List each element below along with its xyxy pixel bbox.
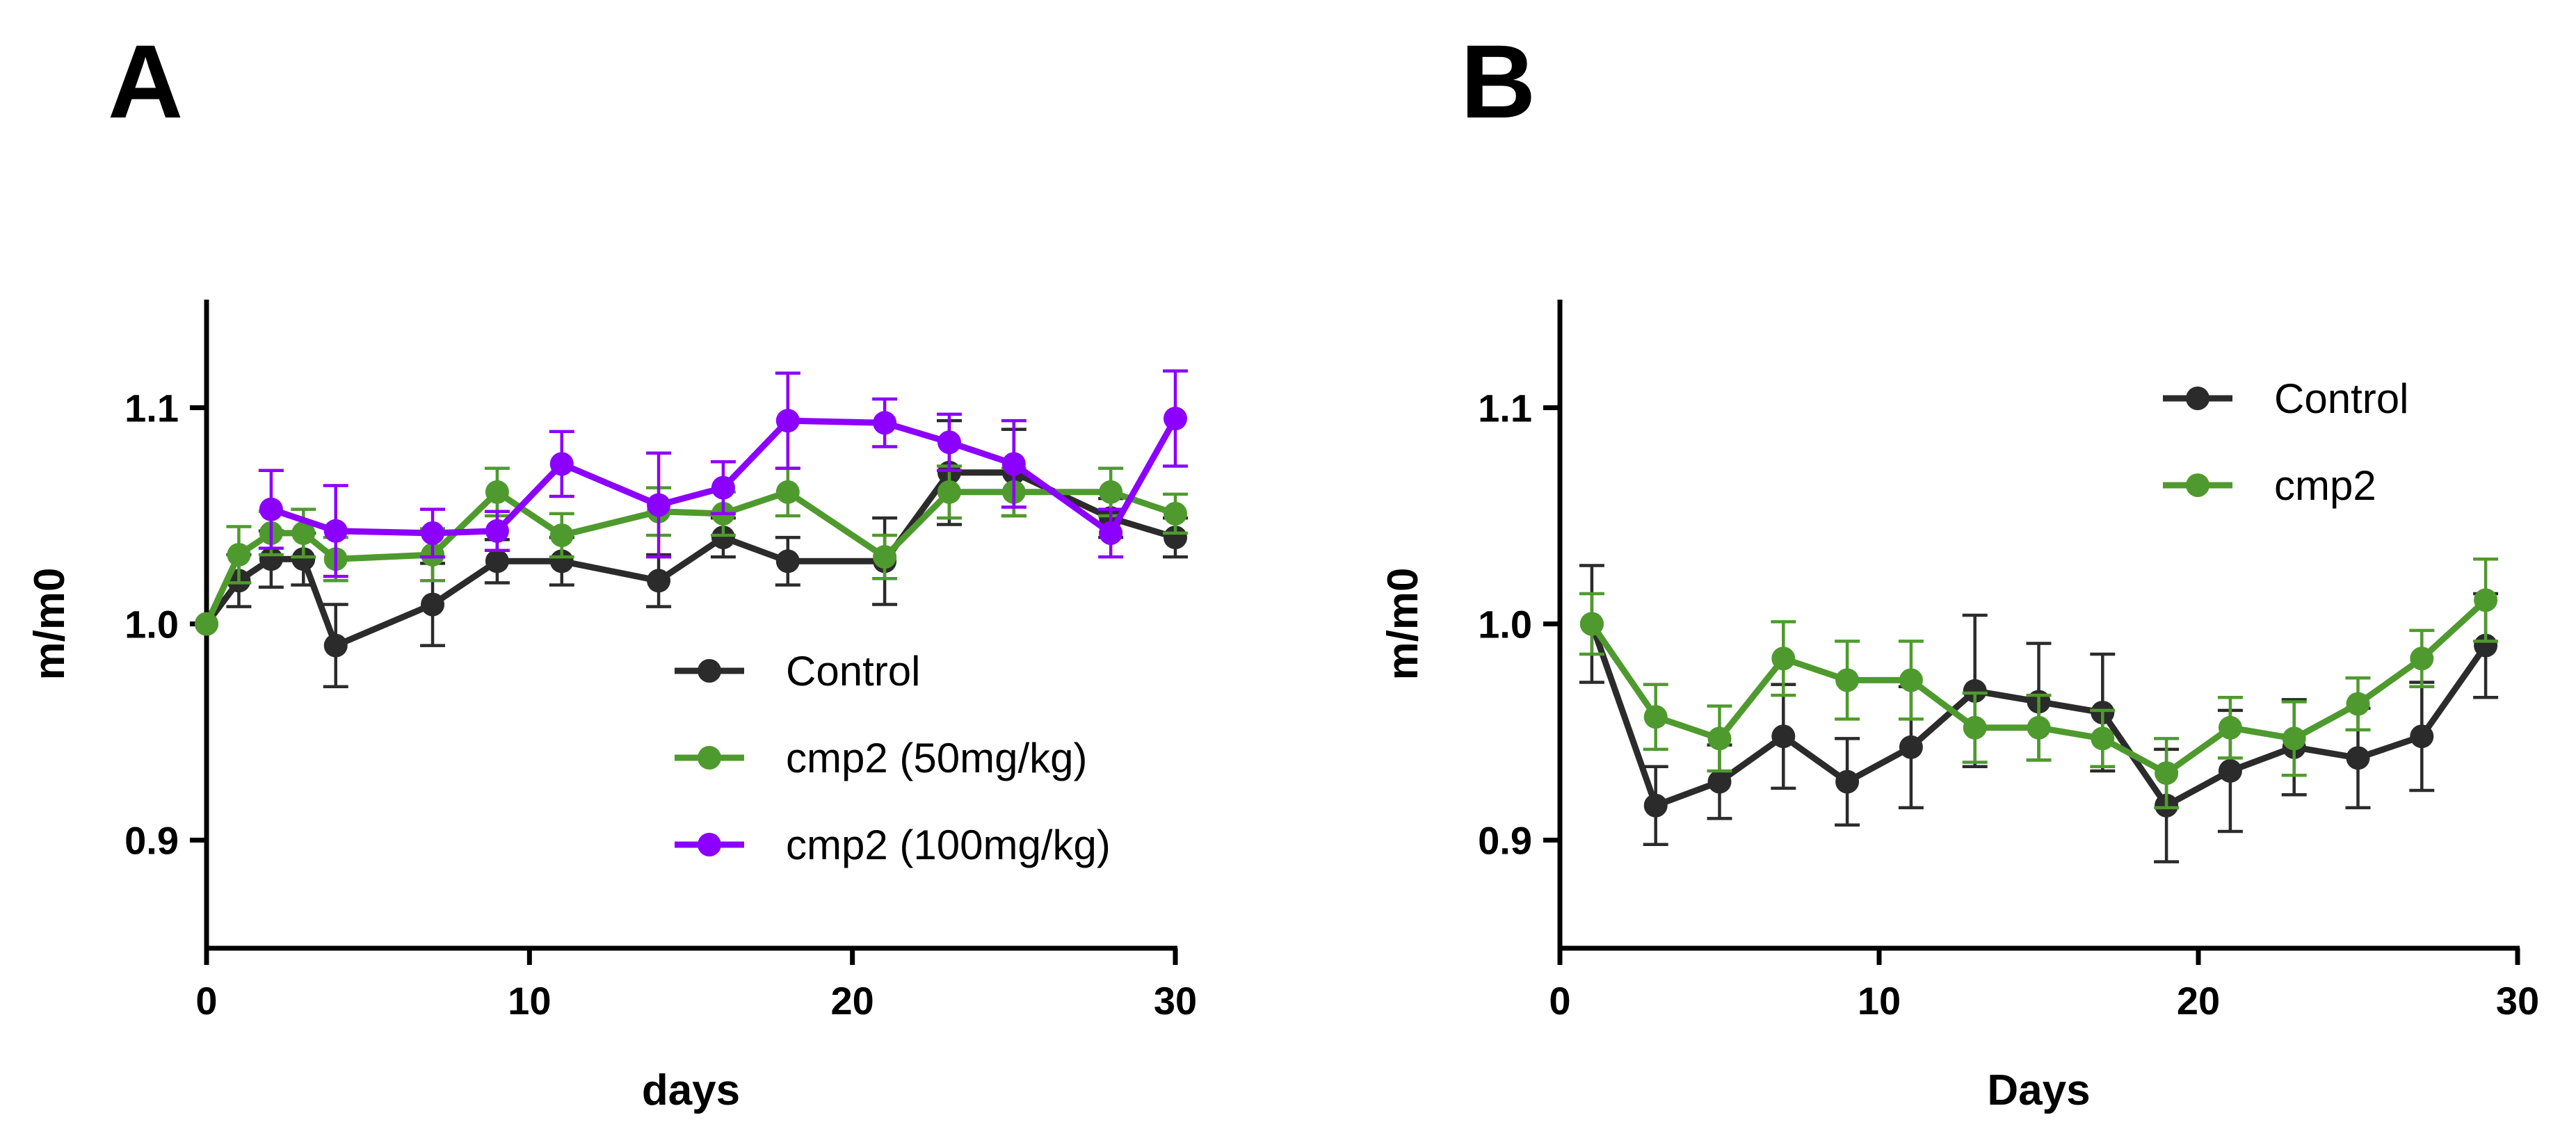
data-point [1579,612,1604,636]
x-tick-label: 20 [2177,979,2220,1023]
data-point [647,569,671,593]
data-point [1001,452,1026,476]
data-point [1899,735,1923,759]
data-point [2346,746,2370,770]
data-point [2027,715,2051,740]
series-2 [1579,557,2499,810]
data-point [2474,633,2498,658]
legend-label: cmp2 (100mg/kg) [786,822,1111,868]
x-tick-label: 10 [1858,979,1901,1023]
data-point [259,497,283,521]
data-point [1707,770,1732,794]
legend-label: cmp2 (50mg/kg) [786,735,1087,781]
legend-swatch-marker [698,833,721,856]
data-point [195,612,218,636]
data-point [2282,726,2306,751]
data-point [485,480,509,504]
data-point [1643,705,1668,729]
data-point [421,592,445,617]
data-point [1099,521,1123,545]
data-point [1164,526,1187,550]
data-point [1707,726,1732,751]
data-point [937,480,961,504]
data-point [2410,647,2434,671]
data-point [775,549,800,574]
data-point [323,519,348,543]
data-point [1771,724,1796,749]
data-point [549,523,574,547]
data-point [711,526,735,550]
data-point [259,547,283,571]
x-tick-label: 20 [831,979,874,1023]
y-tick-label: 0.9 [1478,819,1532,863]
data-point [485,549,509,574]
data-point [2474,588,2498,612]
data-point [1963,678,1987,703]
data-point [1164,501,1187,526]
data-point [485,519,509,543]
legend-swatch-marker [698,659,721,683]
data-point [2218,715,2242,740]
data-point [291,547,316,571]
data-point [291,521,316,545]
data-point [1835,770,1860,794]
series-2 [195,464,1188,636]
panel-letter-b: B [1460,23,1536,140]
data-point [1963,715,1987,740]
data-point [2410,724,2434,749]
data-point [1099,480,1123,504]
legend-swatch-marker [2186,473,2209,497]
data-point [1835,668,1860,692]
data-point [323,633,348,658]
y-tick-label: 1.0 [1478,603,1532,647]
panel-letter-a: A [108,23,184,140]
data-point [549,452,574,476]
legend-label: cmp2 [2274,462,2376,509]
data-point [873,411,897,435]
legend-label: Control [2274,375,2408,422]
data-point [873,545,897,569]
data-point [421,521,445,545]
data-point [1643,793,1668,818]
data-point [1899,668,1923,692]
legend-swatch-marker [2186,387,2209,410]
series-line [204,469,1177,649]
data-point [1771,647,1796,671]
data-point [775,409,800,433]
data-point [775,480,800,504]
data-point [2091,726,2115,751]
y-tick-label: 0.9 [124,819,179,863]
y-axis-label: m/m0 [26,568,74,681]
x-tick-label: 30 [2496,979,2539,1023]
data-point [2155,761,2179,786]
x-tick-label: 30 [1154,979,1197,1023]
panel-a-chart: 0 10 20 30 0.9 1.0 1.1 days m/m0 Control cmp2 (50m… [26,300,1197,1114]
y-axis-label: m/m0 [1379,568,1427,681]
data-point [937,430,961,455]
x-axis-label: Days [1987,1066,2090,1114]
x-tick-label: 0 [195,979,217,1023]
data-point [647,493,671,517]
data-point [549,549,574,574]
data-point [2346,692,2370,716]
data-point [1164,407,1187,431]
x-axis-label: days [642,1066,740,1114]
series-line [203,489,1177,626]
x-tick-label: 0 [1549,979,1570,1023]
x-tick-label: 10 [508,979,551,1023]
y-tick-label: 1.0 [124,603,179,647]
data-point [2218,758,2242,783]
data-point [227,542,251,567]
y-tick-label: 1.1 [124,387,179,430]
data-point [711,475,735,500]
series-3 [258,369,1188,578]
y-tick-label: 1.1 [1478,387,1532,430]
panel-b-chart: 0 10 20 30 0.9 1.0 1.1 Days m/m0 Control cmp2 [1379,300,2539,1114]
legend-label: Control [786,648,920,694]
legend-swatch-marker [698,746,721,770]
